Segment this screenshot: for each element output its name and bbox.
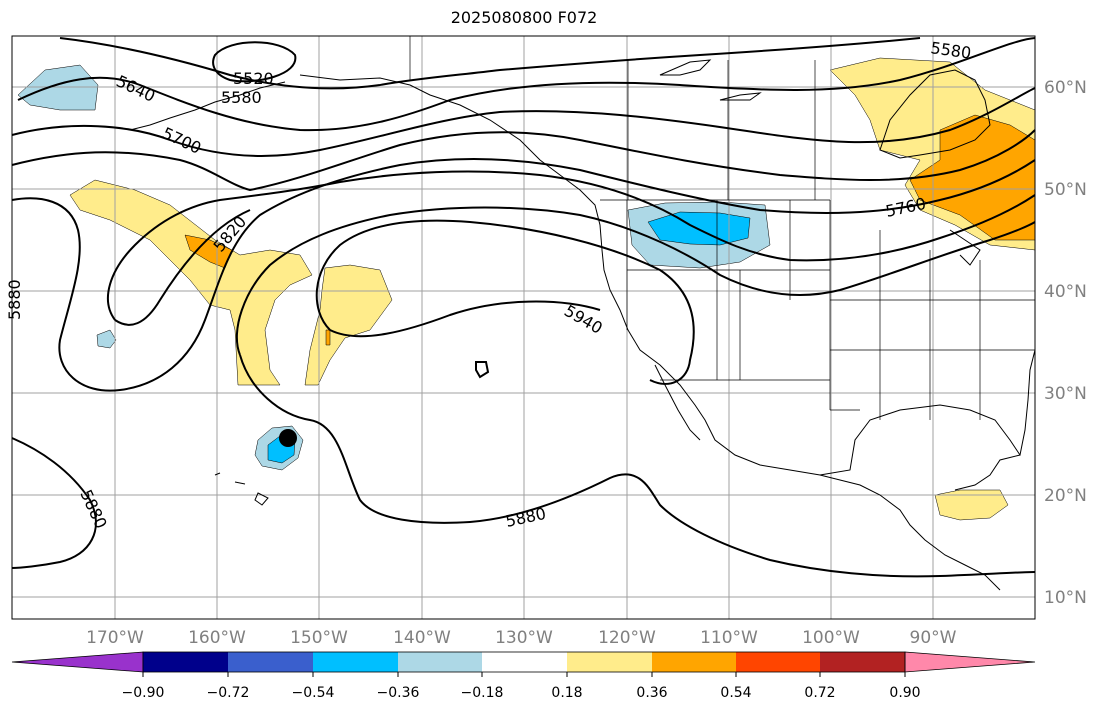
lon-label: 120°W	[598, 628, 656, 648]
lon-label: 90°W	[910, 628, 957, 648]
colorbar-tick-label: 0.18	[551, 685, 582, 701]
colorbar-tick-label: 0.36	[636, 685, 667, 701]
lon-labels: 170°W 160°W 150°W 140°W 130°W 120°W 110°…	[86, 628, 957, 648]
colorbar-bin	[398, 652, 482, 672]
lon-label: 100°W	[802, 628, 860, 648]
map-frame	[11, 35, 1036, 620]
colorbar-tick-label: −0.36	[377, 685, 420, 701]
colorbar-min-extend	[11, 651, 144, 673]
lat-label: 20°N	[1044, 486, 1087, 506]
black-dot-marker	[279, 429, 297, 447]
colorbar-tick-label: 0.72	[804, 685, 835, 701]
lon-label: 170°W	[86, 628, 144, 648]
colorbar-tick-label: −0.72	[207, 685, 250, 701]
lat-labels: 60°N 50°N 40°N 30°N 20°N 10°N	[1044, 78, 1087, 608]
height-contours	[11, 37, 1036, 578]
colorbar-bin	[736, 652, 820, 672]
colorbar-bin	[228, 652, 313, 672]
lon-label: 160°W	[188, 628, 246, 648]
colorbar-max-extend	[904, 651, 1036, 673]
lon-label: 140°W	[393, 628, 451, 648]
colorbar-tick-label: 0.90	[889, 685, 920, 701]
colorbar: −0.90 −0.72 −0.54 −0.36 −0.18 0.18 0.36 …	[11, 651, 1036, 701]
lon-label: 130°W	[495, 628, 553, 648]
coastlines	[129, 59, 1036, 591]
contour-label: 5520	[233, 69, 274, 88]
colorbar-tick-label: −0.90	[122, 685, 165, 701]
lat-label: 60°N	[1044, 78, 1087, 98]
lat-label: 10°N	[1044, 588, 1087, 608]
colorbar-outline	[142, 651, 906, 673]
lat-label: 30°N	[1044, 384, 1087, 404]
chart-title: 2025080800 F072	[450, 8, 598, 27]
contour-label: 5880	[5, 279, 24, 320]
colorbar-bin	[820, 652, 905, 672]
colorbar-ticks	[142, 672, 906, 677]
colorbar-tick-label: −0.54	[292, 685, 335, 701]
lon-label: 150°W	[290, 628, 348, 648]
colorbar-tick-label: −0.18	[461, 685, 504, 701]
colorbar-bin	[567, 652, 652, 672]
colorbar-bin	[143, 652, 228, 672]
lat-label: 40°N	[1044, 282, 1087, 302]
colorbar-tick-label: 0.54	[720, 685, 751, 701]
colorbar-bin	[313, 652, 398, 672]
contour-label: 5580	[221, 88, 262, 107]
colorbar-bin	[482, 652, 567, 672]
lon-label: 110°W	[700, 628, 758, 648]
lat-label: 50°N	[1044, 180, 1087, 200]
graticule	[12, 36, 1035, 619]
colorbar-bin	[652, 652, 736, 672]
